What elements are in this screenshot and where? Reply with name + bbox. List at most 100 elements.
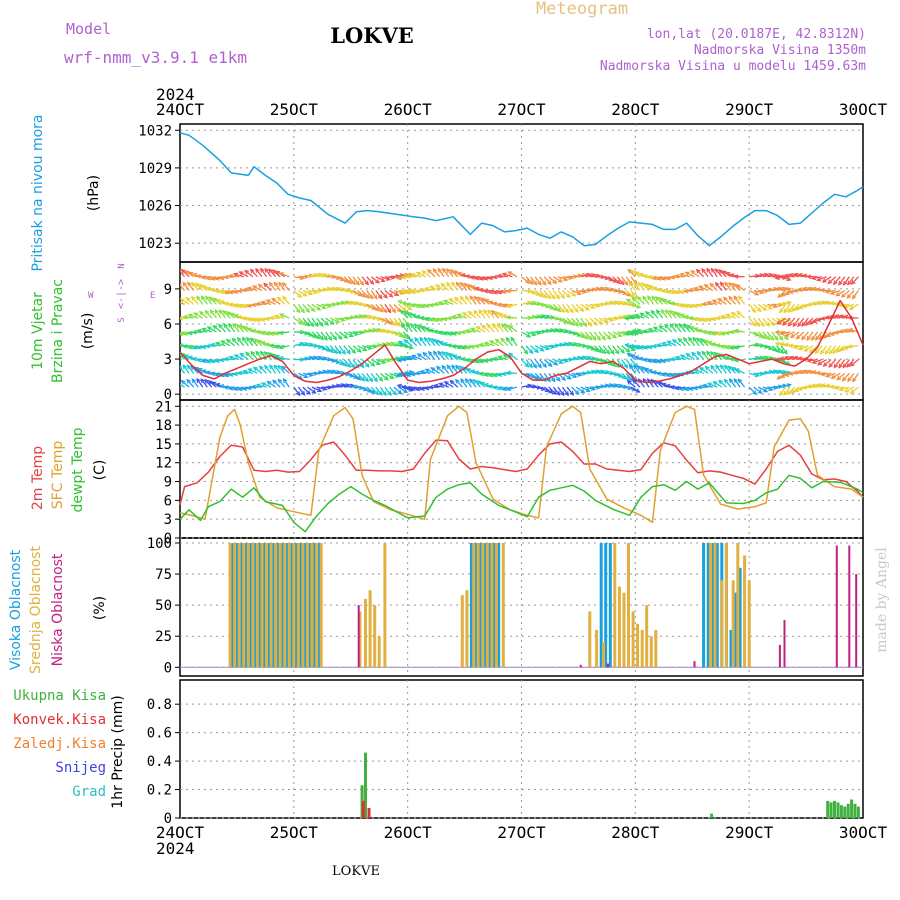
- wind-arrow-head: [821, 278, 827, 283]
- wind-arrow-head: [733, 328, 739, 334]
- wind-arrow-head: [811, 369, 817, 375]
- cloud_mid-bar: [233, 543, 237, 668]
- wind-arrow-head: [428, 328, 434, 333]
- wind-arrow-head: [215, 299, 221, 304]
- wind-arrow-head: [811, 286, 817, 292]
- wind-arrow: [707, 382, 718, 388]
- wind-arrow-head: [819, 349, 825, 355]
- wind-arrow-head: [669, 323, 675, 328]
- wind-arrow-head: [466, 283, 472, 289]
- wind-arrow: [575, 331, 585, 339]
- wind-arrow-head: [624, 316, 630, 321]
- wind-arrow-head: [701, 267, 706, 273]
- wind-arrow-head: [633, 355, 639, 360]
- wind-arrow: [379, 303, 387, 313]
- wind-arrow: [424, 337, 431, 347]
- wind-arrow-head: [711, 299, 717, 304]
- wind-arrow-head: [691, 351, 696, 357]
- wind-arrow: [638, 331, 650, 334]
- wind-arrow-head: [180, 315, 183, 321]
- wind-arrow-head: [401, 289, 407, 295]
- wind-arrow-head: [558, 359, 564, 365]
- wind-arrow: [206, 358, 217, 363]
- wind-arrow: [357, 345, 367, 351]
- wind-arrow: [851, 290, 859, 299]
- wind-arrow: [507, 303, 518, 308]
- wind-arrow-head: [678, 303, 685, 308]
- wind-arrow: [451, 364, 459, 374]
- wind-arrow-head: [778, 274, 784, 279]
- wind-arrow-head: [464, 295, 470, 301]
- wind-arrow-head: [465, 378, 470, 383]
- wind-arrow: [282, 282, 290, 291]
- wind-arrow-head: [392, 321, 398, 327]
- wind-arrow-head: [315, 334, 321, 340]
- wind-arrow-head: [751, 308, 757, 314]
- wind-arrow-head: [455, 330, 461, 336]
- wind-arrow: [713, 381, 723, 388]
- wind-arrow: [180, 289, 181, 291]
- wind-arrow-head: [182, 364, 188, 370]
- wind-arrow-head: [208, 296, 214, 302]
- wind-arrow: [321, 274, 332, 278]
- wind-arrow-head: [725, 313, 731, 318]
- wind-arrow: [452, 345, 463, 348]
- wind-arrow: [630, 359, 639, 368]
- wind-arrow-head: [501, 386, 507, 392]
- wind-arrow: [530, 331, 541, 334]
- wind-arrow-head: [791, 307, 797, 313]
- wind-arrow-head: [624, 331, 630, 336]
- wind-arrow-head: [204, 309, 210, 315]
- wind-arrow-head: [697, 317, 703, 322]
- wind-arrow-head: [407, 312, 413, 317]
- wind-arrow-head: [709, 282, 715, 288]
- wind-arrow-head: [633, 364, 638, 370]
- wind-arrow: [455, 365, 463, 374]
- wind-arrow-head: [779, 391, 784, 397]
- cloud-unit: (%): [92, 596, 108, 620]
- wind-arrow: [437, 351, 445, 360]
- wind-arrow-head: [797, 356, 803, 361]
- wind-arrow: [762, 331, 770, 340]
- wind-arrow-head: [701, 301, 707, 307]
- wind-arrow-head: [546, 294, 552, 300]
- wind-arrow-head: [678, 322, 684, 328]
- wind-arrow: [842, 359, 850, 368]
- wind-arrow: [254, 338, 263, 347]
- cloud_mid-bar: [709, 543, 712, 668]
- wind-arrow-head: [316, 306, 322, 311]
- wind-arrow: [639, 312, 650, 319]
- wind-arrow: [220, 358, 231, 361]
- wind-arrow-head: [378, 307, 384, 313]
- wind-arrow: [261, 301, 272, 305]
- wind-arrow-head: [187, 281, 192, 287]
- wind-arrow-head: [778, 335, 784, 341]
- cloud-mid-ylabel: Srednja Oblacnost: [28, 546, 44, 674]
- wind-arrow: [191, 296, 199, 305]
- y-tick-label: 0: [164, 387, 172, 403]
- wind-arrow-head: [792, 288, 798, 293]
- wind-arrow-head: [559, 391, 565, 397]
- wind-arrow: [297, 386, 306, 396]
- wind-arrow: [534, 314, 545, 319]
- wind-arrow: [692, 337, 700, 347]
- wind-arrow: [762, 273, 773, 278]
- wind-arrow-head: [734, 368, 740, 373]
- wind-arrow-head: [238, 271, 244, 276]
- wind-arrow-head: [563, 276, 569, 282]
- wind-arrow: [357, 372, 365, 382]
- wind-arrow-head: [792, 370, 798, 375]
- wind-arrow-head: [620, 348, 625, 354]
- wind-arrow-head: [779, 341, 785, 347]
- wind-arrow: [718, 269, 727, 278]
- wind-arrow-head: [427, 350, 433, 356]
- wind-arrow: [183, 315, 194, 319]
- wind-arrow: [334, 331, 343, 340]
- wind-arrow-head: [469, 327, 476, 332]
- wind-arrow-head: [394, 291, 400, 296]
- wind-arrow-head: [196, 273, 202, 279]
- wind-arrow: [642, 295, 650, 305]
- wind-arrow: [821, 301, 832, 305]
- wind-arrow: [502, 303, 513, 307]
- wind-arrow-head: [832, 280, 838, 286]
